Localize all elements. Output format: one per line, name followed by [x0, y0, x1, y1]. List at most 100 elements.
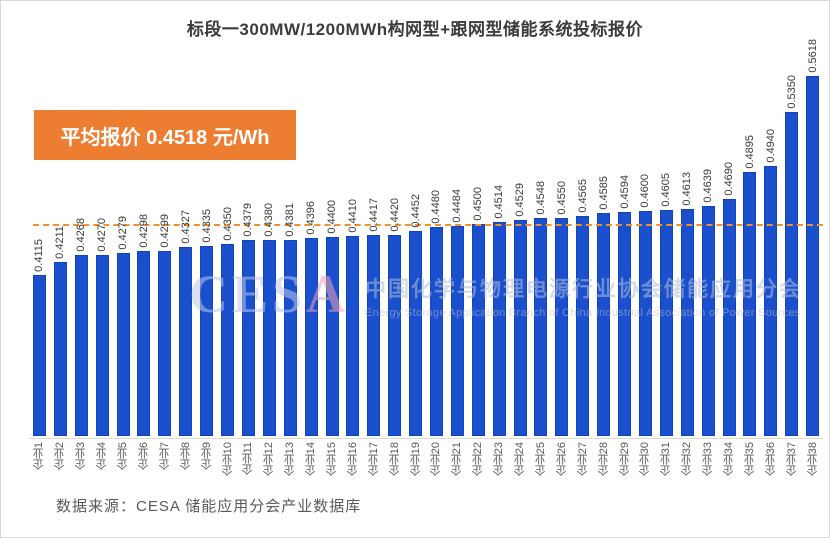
bar-value-label: 0.4550: [555, 181, 568, 215]
bar-value-label: 0.4327: [179, 210, 192, 244]
x-axis-label: 企业37: [785, 442, 798, 477]
bar-value-label: 0.4565: [576, 179, 589, 213]
x-axis-label: 企业2: [54, 442, 67, 471]
x-axis-line: [29, 438, 823, 439]
average-price-label: 平均报价 0.4518 元/Wh: [60, 126, 270, 149]
bar: [388, 235, 402, 436]
x-axis-label: 企业35: [743, 442, 756, 477]
x-axis-label: 企业12: [263, 442, 276, 477]
bar: [534, 218, 548, 436]
x-axis-label: 企业29: [618, 442, 631, 477]
x-axis-label: 企业32: [681, 442, 694, 477]
x-axis-label: 企业4: [96, 442, 109, 471]
bar: [367, 235, 381, 436]
bar: [325, 237, 339, 436]
bar-value-label: 0.4605: [660, 173, 673, 207]
bar-value-label: 0.4350: [221, 207, 234, 241]
bar: [764, 166, 778, 436]
x-axis-label: 企业24: [514, 442, 526, 477]
bar: [555, 218, 569, 436]
bar-value-label: 0.4396: [305, 201, 318, 235]
bar: [158, 251, 172, 436]
bar-value-label: 0.4335: [200, 209, 213, 243]
bar-value-label: 0.4420: [388, 198, 401, 232]
bar-value-label: 0.4298: [137, 214, 150, 248]
x-axis-label: 企业26: [555, 442, 568, 477]
data-source: 数据来源：CESA 储能应用分会产业数据库: [56, 498, 362, 515]
bar: [471, 224, 485, 436]
bar-value-label: 0.4380: [263, 203, 276, 237]
x-axis-label: 企业3: [75, 442, 88, 471]
x-axis-label: 企业14: [305, 442, 318, 477]
bar-value-label: 0.4514: [493, 185, 506, 219]
x-axis-label: 企业9: [200, 442, 213, 471]
x-axis-label: 企业13: [284, 442, 297, 477]
bar: [806, 76, 820, 436]
bar: [200, 246, 214, 436]
x-axis-label: 企业10: [221, 442, 234, 477]
x-axis-label: 企业23: [493, 442, 506, 477]
x-axis-label: 企业22: [472, 442, 485, 477]
x-axis-label: 企业5: [117, 442, 129, 471]
bar: [785, 112, 799, 436]
bar-value-label: 0.4484: [451, 189, 464, 223]
bar: [513, 220, 527, 436]
bar: [95, 255, 109, 436]
x-axis-label: 企业11: [242, 442, 255, 476]
bar-value-label: 0.4299: [158, 214, 171, 248]
bar: [137, 251, 151, 436]
bar-value-label: 0.4548: [534, 181, 547, 215]
bar-value-label: 0.4594: [618, 175, 631, 209]
bar: [450, 226, 464, 436]
bar: [576, 216, 590, 436]
bar-value-label: 0.4452: [409, 194, 422, 228]
bar-value-label: 0.4410: [346, 199, 359, 233]
bar: [618, 212, 631, 436]
bar: [743, 172, 757, 436]
x-axis-label: 企业16: [346, 442, 359, 477]
bar-value-label: 0.4270: [96, 218, 109, 252]
bar-value-label: 0.4211: [54, 226, 67, 259]
x-axis-label: 企业27: [576, 442, 589, 477]
bar: [283, 240, 297, 436]
x-axis-label: 企业31: [660, 442, 673, 477]
x-axis-label: 企业30: [639, 442, 652, 477]
bar: [116, 253, 130, 436]
x-axis-label: 企业28: [597, 442, 610, 477]
bar-value-label: 0.4585: [597, 176, 610, 210]
bar: [659, 210, 673, 436]
x-axis-label: 企业15: [326, 442, 338, 477]
average-line: [33, 224, 823, 226]
x-axis-label: 企业25: [534, 442, 547, 477]
x-axis-label: 企业1: [33, 442, 46, 471]
bar: [262, 240, 276, 436]
x-axis-label: 企业8: [179, 442, 192, 471]
bar-value-label: 0.4379: [242, 203, 255, 237]
bar: [429, 227, 443, 436]
bar-value-label: 0.4381: [284, 203, 297, 237]
bar: [53, 262, 67, 436]
average-price-callout: 平均报价 0.4518 元/Wh: [34, 110, 296, 160]
bar-value-label: 0.4480: [430, 190, 443, 224]
bar: [722, 199, 736, 436]
x-axis-label: 企业38: [806, 442, 819, 477]
bar: [221, 244, 234, 436]
x-axis-label: 企业19: [409, 442, 422, 477]
bar: [346, 236, 360, 436]
bar-value-label: 0.4639: [702, 169, 715, 203]
bar-value-label: 0.5350: [785, 75, 798, 109]
bar-value-label: 0.4895: [743, 135, 756, 169]
bar: [32, 275, 46, 436]
x-axis-label: 企业20: [430, 442, 443, 477]
bar: [638, 211, 652, 436]
bar-value-label: 0.4600: [639, 174, 652, 208]
bar-value-label: 0.4115: [33, 239, 46, 272]
bar: [409, 231, 423, 436]
x-axis-label: 企业34: [723, 442, 735, 477]
bar-value-label: 0.4417: [367, 198, 380, 232]
bar-value-label: 0.5618: [806, 39, 819, 73]
bar: [597, 213, 611, 436]
bar-value-label: 0.4279: [117, 216, 129, 250]
